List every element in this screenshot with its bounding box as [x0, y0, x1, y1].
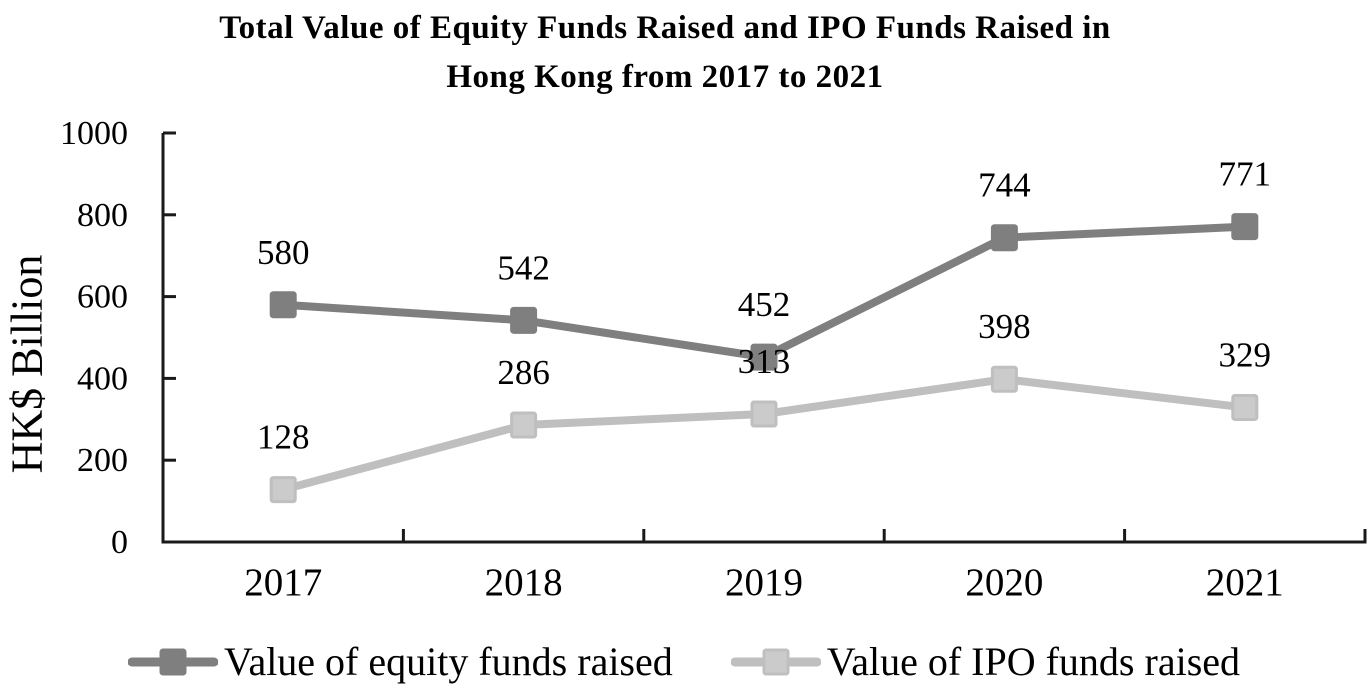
data-point-marker: [750, 400, 778, 428]
data-point-label: 398: [978, 307, 1031, 346]
legend-item-equity: Value of equity funds raised: [127, 639, 673, 684]
x-axis-tick-label: 2019: [725, 561, 803, 604]
y-axis-tick-label: 0: [111, 524, 128, 561]
data-point-label: 771: [1219, 155, 1272, 194]
legend-label-equity: Value of equity funds raised: [223, 639, 673, 684]
legend-item-ipo: Value of IPO funds raised: [730, 639, 1241, 684]
axis-frame: [161, 133, 1367, 544]
data-point-label: 128: [257, 418, 310, 457]
series-line-ipo: [282, 375, 1246, 494]
y-axis-tick-label: 200: [77, 442, 128, 479]
data-point-label: 286: [497, 353, 550, 392]
data-point-marker: [269, 476, 297, 504]
data-point-label: 452: [738, 285, 791, 324]
x-axis-tick-label: 2017: [244, 561, 322, 604]
chart-title-line1: Total Value of Equity Funds Raised and I…: [219, 10, 1111, 46]
data-point-label: 313: [738, 342, 791, 381]
ipo-series-legend-marker-icon: [730, 648, 821, 676]
y-axis-tick-label: 400: [77, 360, 128, 397]
legend-label-ipo: Value of IPO funds raised: [826, 639, 1241, 684]
data-point-marker: [269, 291, 297, 319]
data-point-label: 744: [978, 166, 1031, 205]
y-axis-tick-label: 800: [77, 197, 128, 234]
data-point-marker: [1231, 213, 1259, 241]
equity-series-legend-marker-icon: [127, 648, 218, 676]
data-point-label: 542: [497, 248, 550, 287]
data-point-marker: [750, 343, 778, 371]
x-axis-tick-label: 2020: [965, 561, 1043, 604]
data-point-marker: [990, 224, 1018, 252]
y-axis-tick-label: 1000: [60, 115, 128, 152]
x-axis-tick-label: 2018: [485, 561, 563, 604]
data-point-marker: [510, 306, 538, 334]
chart-title-line2: Hong Kong from 2017 to 2021: [446, 59, 884, 95]
data-point-marker: [990, 365, 1018, 393]
plot-area: 0 200 400 600 800 1000 2017 2018 2019 2020 2021 580…: [60, 115, 1367, 604]
data-point-label: 329: [1219, 335, 1272, 374]
y-axis-tick-label: 600: [77, 279, 128, 316]
x-axis-tick-label: 2021: [1206, 561, 1284, 604]
legend: Value of equity funds raised Value of IP…: [0, 636, 1368, 688]
data-point-marker: [1231, 393, 1259, 421]
data-point-marker: [510, 411, 538, 439]
data-point-label: 580: [257, 233, 310, 272]
chart-title: Total Value of Equity Funds Raised and I…: [0, 4, 1330, 102]
